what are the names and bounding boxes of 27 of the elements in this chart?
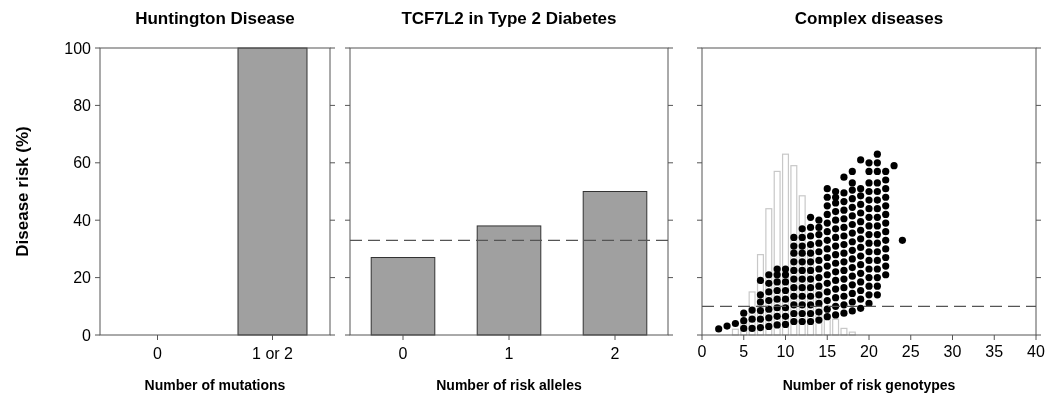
chart-title: Huntington Disease	[135, 9, 295, 28]
x-tick-label: 0	[153, 345, 163, 362]
x-axis-title: Number of risk alleles	[436, 377, 582, 393]
x-tick-label: 25	[901, 343, 920, 360]
x-axis-title: Number of mutations	[144, 377, 286, 393]
x-tick-label: 35	[985, 343, 1004, 360]
y-axis-title: Disease risk (%)	[13, 126, 32, 257]
y-tick-label: 20	[73, 269, 92, 287]
x-axis-title: Number of risk genotypes	[782, 377, 956, 393]
x-tick-label: 40	[1027, 343, 1045, 360]
y-tick-label: 80	[73, 97, 92, 114]
y-tick-label: 100	[64, 39, 92, 57]
y-tick-label: 0	[82, 326, 92, 344]
x-tick-label: 10	[776, 343, 795, 360]
x-tick-label: 1 or 2	[252, 345, 294, 362]
chart-title: Complex diseases	[794, 9, 944, 28]
x-tick-label: 20	[860, 343, 878, 360]
x-tick-label: 5	[739, 343, 749, 360]
x-tick-label: 15	[818, 343, 837, 360]
x-tick-label: 0	[697, 343, 707, 360]
x-tick-label: 0	[398, 345, 408, 362]
x-tick-label: 30	[943, 343, 962, 360]
x-tick-label: 2	[610, 345, 620, 362]
y-tick-label: 60	[73, 154, 92, 172]
x-tick-label: 1	[504, 345, 514, 362]
y-tick-label: 40	[73, 211, 92, 229]
chart-title: TCF7L2 in Type 2 Diabetes	[401, 9, 617, 28]
